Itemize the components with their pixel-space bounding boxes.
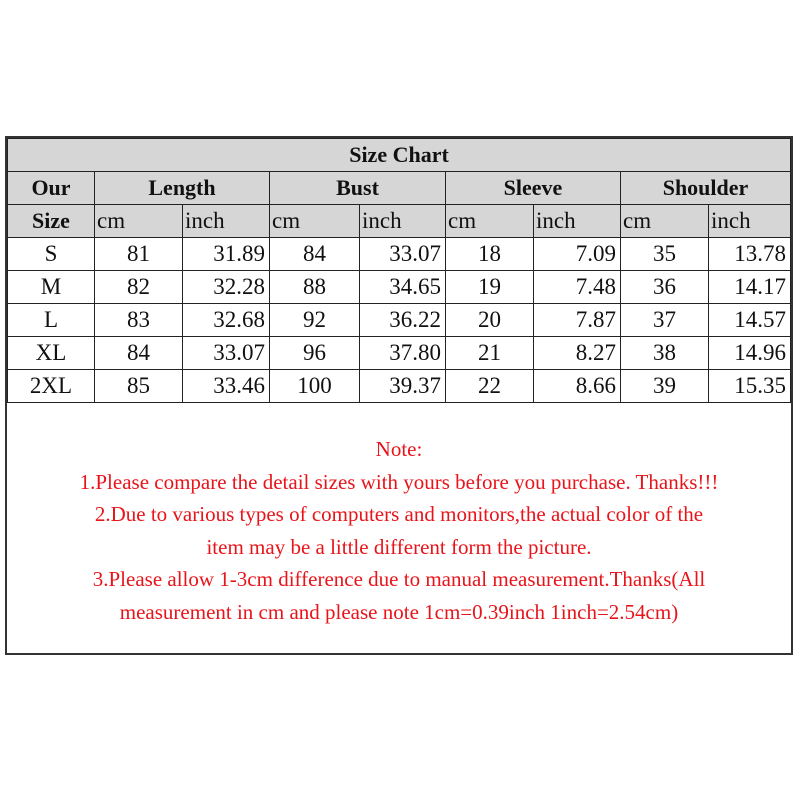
table-cell: 31.89 [182,237,270,271]
note-line: 2.Due to various types of computers and … [94,502,704,526]
table-cell: 100 [269,369,360,403]
table-row: L 83 32.68 92 36.22 20 7.87 37 14.57 [7,303,791,337]
group-shoulder: Shoulder [620,171,791,205]
table-cell: 36 [620,270,709,304]
unit-header: cm [445,204,534,238]
table-row: S 81 31.89 84 33.07 18 7.09 35 13.78 [7,237,791,271]
table-cell: 88 [269,270,360,304]
table-cell: 7.09 [533,237,621,271]
unit-header: inch [533,204,621,238]
group-bust: Bust [269,171,446,205]
table-row: 2XL 85 33.46 100 39.37 22 8.66 39 15.35 [7,369,791,403]
table-cell: 19 [445,270,534,304]
table-cell: 37 [620,303,709,337]
table-cell: 85 [94,369,183,403]
size-label: L [7,303,95,337]
table-cell: 39 [620,369,709,403]
table-row: XL 84 33.07 96 37.80 21 8.27 38 14.96 [7,336,791,370]
size-chart: Size Chart Our Length Bust Sleeve Should… [5,136,793,655]
unit-header: inch [359,204,446,238]
table-cell: 84 [269,237,360,271]
size-label: M [7,270,95,304]
table-cell: 34.65 [359,270,446,304]
table-cell: 7.87 [533,303,621,337]
size-header-bottom: Size [7,204,95,238]
table-cell: 33.46 [182,369,270,403]
table-cell: 38 [620,336,709,370]
table-cell: 84 [94,336,183,370]
note-line: 1.Please compare the detail sizes with y… [79,469,719,494]
table-cell: 83 [94,303,183,337]
table-cell: 33.07 [182,336,270,370]
table-cell: 33.07 [359,237,446,271]
size-label: 2XL [7,369,95,403]
table-cell: 22 [445,369,534,403]
unit-header: inch [182,204,270,238]
table-cell: 8.66 [533,369,621,403]
table-cell: 81 [94,237,183,271]
table-row: M 82 32.28 88 34.65 19 7.48 36 14.17 [7,270,791,304]
note-line: measurement in cm and please note 1cm=0.… [119,599,679,624]
table-cell: 32.28 [182,270,270,304]
unit-header: inch [708,204,791,238]
table-cell: 39.37 [359,369,446,403]
size-header-top: Our [7,171,95,205]
note-line: item may be a little different form the … [206,534,592,559]
table-cell: 82 [94,270,183,304]
table-cell: 21 [445,336,534,370]
table-cell: 20 [445,303,534,337]
table-cell: 14.17 [708,270,791,304]
table-cell: 18 [445,237,534,271]
table-cell: 37.80 [359,336,446,370]
table-cell: 36.22 [359,303,446,337]
unit-header: cm [620,204,709,238]
size-label: XL [7,336,95,370]
note-line: 3.Please allow 1-3cm difference due to m… [92,567,706,591]
unit-header: cm [94,204,183,238]
group-length: Length [94,171,270,205]
table-cell: 35 [620,237,709,271]
table-cell: 7.48 [533,270,621,304]
note-section: Note: 1.Please compare the detail sizes … [7,403,791,653]
note-heading: Note: [375,437,423,461]
table-cell: 92 [269,303,360,337]
table-title: Size Chart [7,138,791,172]
table-cell: 32.68 [182,303,270,337]
table-cell: 14.96 [708,336,791,370]
table-cell: 96 [269,336,360,370]
size-table: Size Chart Our Length Bust Sleeve Should… [7,138,791,403]
table-cell: 14.57 [708,303,791,337]
table-cell: 15.35 [708,369,791,403]
group-sleeve: Sleeve [445,171,621,205]
table-cell: 8.27 [533,336,621,370]
unit-header: cm [269,204,360,238]
size-label: S [7,237,95,271]
table-cell: 13.78 [708,237,791,271]
